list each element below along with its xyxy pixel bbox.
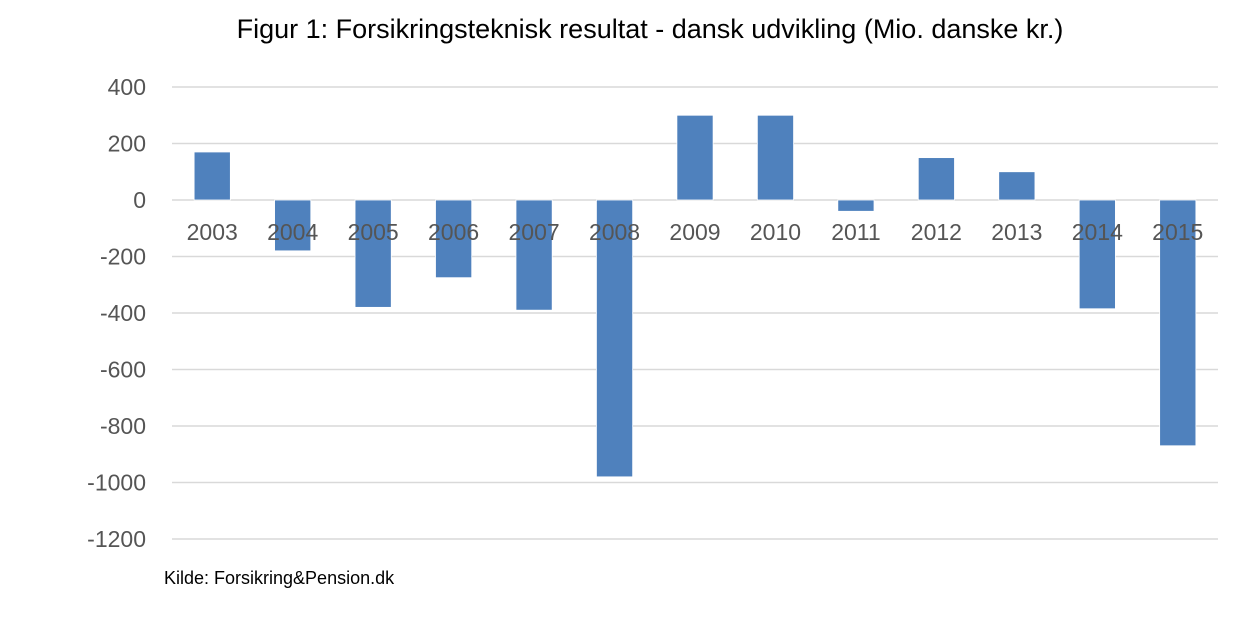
- bar-2006: [435, 199, 473, 279]
- source-note: Kilde: Forsikring&Pension.dk: [164, 568, 395, 588]
- x-tick-label: 2003: [187, 219, 238, 245]
- bar-2004: [274, 199, 312, 252]
- y-tick-label: 0: [133, 187, 146, 213]
- bar-2013: [998, 171, 1036, 201]
- bar-2015: [1159, 199, 1197, 447]
- y-tick-label: -1200: [87, 526, 146, 552]
- x-tick-label: 2006: [428, 219, 479, 245]
- y-tick-label: 400: [108, 74, 146, 100]
- x-tick-label: 2012: [911, 219, 962, 245]
- x-tick-label: 2014: [1072, 219, 1123, 245]
- bar-2009: [676, 114, 714, 201]
- bar-2008: [596, 199, 634, 478]
- bar-2010: [756, 114, 794, 201]
- y-axis-tick-labels: 400 200 0 -200 -400 -600 -800 -1000 -1200: [87, 74, 146, 552]
- y-tick-label: -400: [100, 300, 146, 326]
- y-tick-label: -1000: [87, 470, 146, 496]
- x-tick-label: 2015: [1152, 219, 1203, 245]
- bar-2014: [1078, 199, 1116, 310]
- y-tick-label: 200: [108, 131, 146, 157]
- x-tick-label: 2008: [589, 219, 640, 245]
- bar-2005: [354, 199, 392, 308]
- x-axis-tick-labels: 2003 2004 2005 2006 2007 2008 2009 2010 2011 2012…: [187, 219, 1204, 245]
- x-tick-label: 2011: [831, 219, 880, 245]
- y-tick-label: -200: [100, 244, 146, 270]
- y-tick-label: -800: [100, 413, 146, 439]
- x-tick-label: 2007: [508, 219, 559, 245]
- x-tick-label: 2009: [669, 219, 720, 245]
- x-tick-label: 2005: [348, 219, 399, 245]
- x-tick-label: 2013: [991, 219, 1042, 245]
- bar-2003: [193, 151, 231, 201]
- x-tick-label: 2010: [750, 219, 801, 245]
- x-tick-label: 2004: [267, 219, 318, 245]
- y-tick-label: -600: [100, 357, 146, 383]
- bars: [193, 114, 1197, 478]
- bar-2007: [515, 199, 553, 311]
- bar-2011: [837, 199, 875, 212]
- chart-title: Figur 1: Forsikringsteknisk resultat - d…: [236, 14, 1064, 44]
- bar-2012: [917, 157, 955, 201]
